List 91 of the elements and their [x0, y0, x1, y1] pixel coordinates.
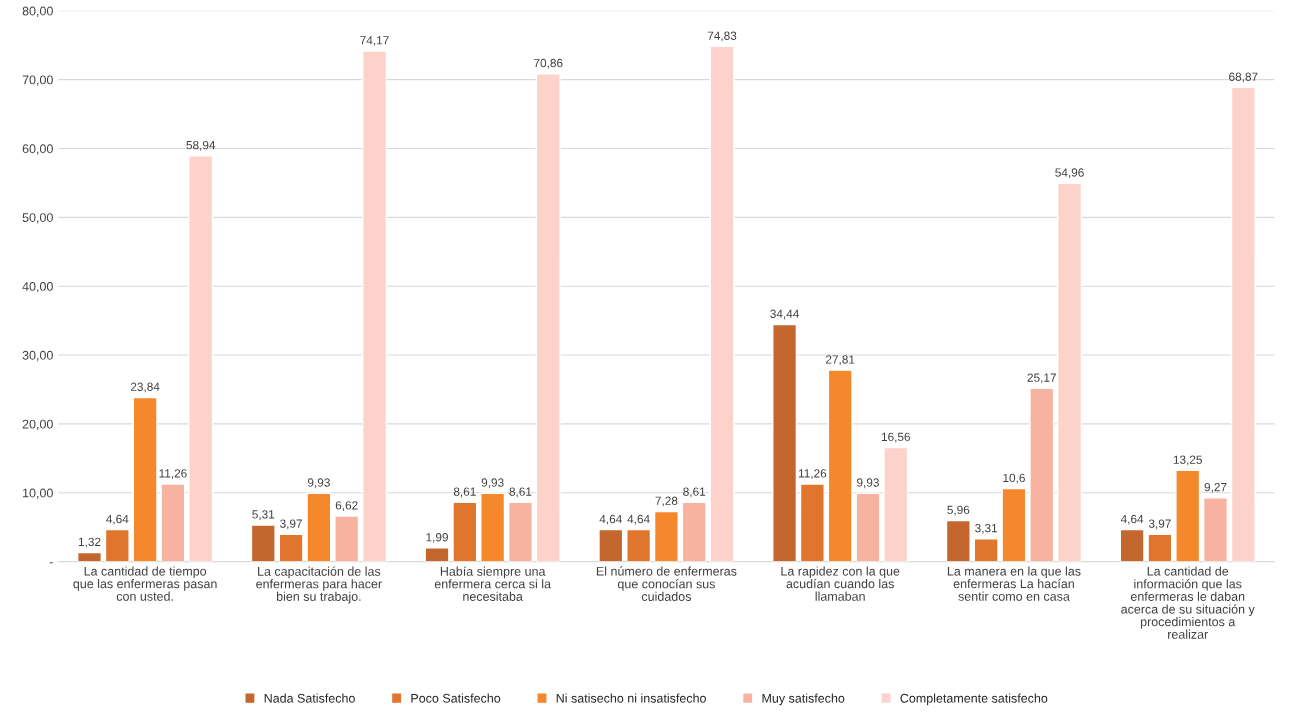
- bar: [973, 538, 999, 562]
- data-label: 74,17: [360, 36, 389, 46]
- data-label: 8,61: [683, 487, 706, 498]
- legend-label: Ni satisecho ni insatisfecho: [556, 693, 706, 703]
- data-label: 3,97: [280, 519, 302, 530]
- data-label: 11,26: [798, 469, 827, 479]
- y-tick-label: 10,00: [23, 488, 53, 499]
- y-tick-label: 20,00: [22, 419, 53, 431]
- bar: [1001, 487, 1027, 562]
- data-label: 23,84: [130, 382, 160, 393]
- bar: [104, 528, 130, 562]
- data-label: 68,87: [1229, 72, 1258, 83]
- data-label: 8,61: [509, 487, 532, 498]
- x-tick-label: La manera en la que las enfermeras La hacían sentir como en casa: [947, 566, 1081, 601]
- bar: [855, 492, 881, 562]
- x-tick-label: La cantidad de tiempo que las enfermeras pasan con usted.: [73, 566, 217, 601]
- data-label: 4,64: [599, 514, 622, 525]
- bar: [681, 501, 707, 562]
- data-label: 9,93: [307, 478, 330, 489]
- bar: [945, 519, 971, 562]
- y-tick-label: 30,00: [22, 350, 53, 362]
- x-tick-label: La rapidez con la que acudían cuando las llamaban: [781, 566, 900, 601]
- legend-label: Completamente satisfecho: [900, 693, 1048, 706]
- data-label: 54,96: [1055, 168, 1084, 179]
- data-label: 58,94: [186, 140, 216, 151]
- data-label: 34,44: [770, 309, 799, 320]
- bar: [799, 483, 825, 562]
- bar: [653, 510, 679, 562]
- x-tick-label: El número de enfermeras que conocían sus cuidados: [596, 566, 737, 601]
- data-label: 3,97: [1148, 519, 1171, 530]
- data-label: 4,64: [627, 514, 650, 525]
- y-tick-label: 40,00: [22, 282, 53, 293]
- bar: [507, 501, 533, 562]
- data-label: 9,93: [857, 478, 879, 489]
- legend-label: Nada Satisfecho: [264, 693, 355, 703]
- bar: [361, 50, 387, 562]
- y-tick-label: -: [49, 562, 53, 564]
- y-tick-label: 50,00: [22, 213, 53, 224]
- bar: [598, 528, 624, 562]
- bar: [480, 492, 506, 562]
- bar: [452, 501, 478, 562]
- bar: [160, 483, 186, 562]
- data-label: 4,64: [106, 514, 129, 525]
- data-label: 3,31: [975, 523, 998, 534]
- data-label: 27,81: [826, 355, 855, 366]
- bar: [1029, 387, 1055, 562]
- data-label: 7,28: [655, 496, 678, 507]
- data-label: 5,96: [947, 505, 970, 516]
- data-label: 4,64: [1120, 514, 1144, 525]
- bar: [1202, 497, 1229, 562]
- x-tick-label: Había siempre una enfermera cerca si la necesitaba: [434, 566, 551, 601]
- data-label: 74,83: [707, 31, 737, 42]
- bar: [772, 323, 798, 562]
- data-label: 8,61: [453, 487, 476, 498]
- bar: [306, 492, 332, 562]
- data-label: 16,56: [881, 432, 911, 443]
- bar: [424, 547, 450, 562]
- bar: [1147, 533, 1173, 562]
- x-tick-label: La capacitación de las enfermeras para hacer bien su trabajo.: [256, 566, 382, 604]
- bar: [188, 155, 214, 562]
- bar: [278, 533, 304, 562]
- y-tick-label: 60,00: [22, 144, 53, 155]
- data-label: 1,99: [426, 533, 448, 543]
- data-label: 10,6: [1003, 473, 1025, 484]
- y-tick-label: 70,00: [22, 75, 53, 86]
- bar: [883, 446, 909, 562]
- data-label: 1,32: [78, 537, 101, 548]
- bar: [1175, 469, 1201, 562]
- bar: [1057, 182, 1083, 562]
- bar: [1119, 528, 1145, 562]
- data-label: 13,25: [1173, 455, 1202, 466]
- data-label: 11,26: [159, 469, 187, 479]
- bar: [535, 73, 561, 562]
- bar: [626, 528, 652, 562]
- y-tick-label: 80,00: [22, 6, 53, 17]
- data-label: 5,31: [252, 510, 275, 520]
- bar: [76, 551, 103, 562]
- bar: [709, 45, 735, 562]
- bar: [334, 515, 360, 562]
- bar: [250, 524, 276, 562]
- legend-label: Poco Satisfecho: [411, 693, 501, 703]
- data-label: 25,17: [1027, 373, 1056, 384]
- data-label: 70,86: [534, 58, 563, 69]
- data-label: 9,27: [1204, 482, 1227, 493]
- data-label: 6,62: [335, 501, 358, 511]
- data-label: 9,93: [481, 478, 504, 489]
- x-tick-label: La cantidad de información que las enfermeras le daban acerca de su situación y procedimientos a realizar: [1121, 566, 1255, 639]
- bar: [1230, 86, 1256, 562]
- bar: [827, 369, 853, 562]
- bar: [132, 396, 158, 562]
- legend-label: Muy satisfecho: [762, 693, 845, 706]
